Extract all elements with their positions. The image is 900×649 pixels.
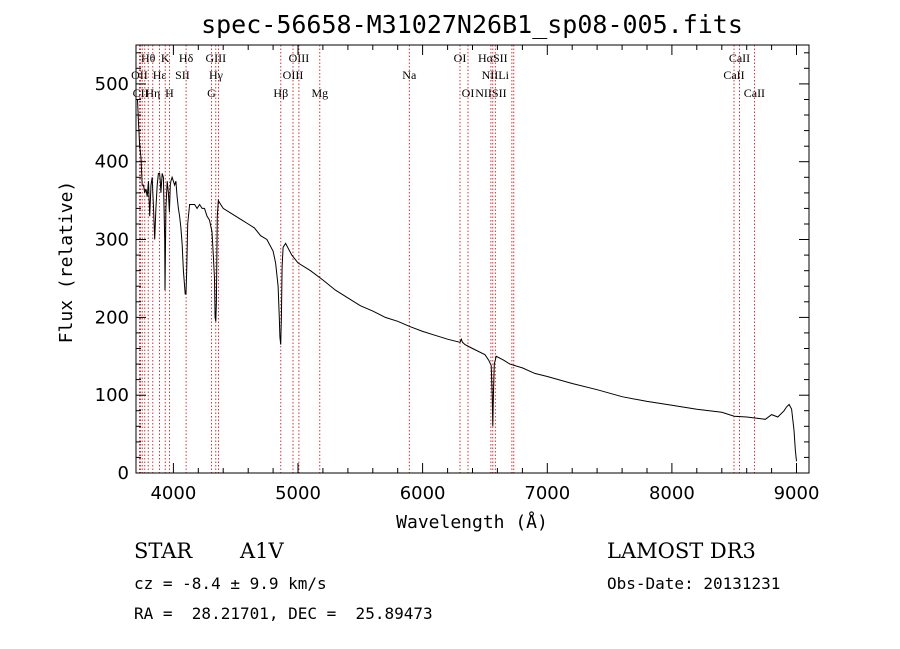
marker-label: Hη <box>145 86 160 100</box>
y-axis-label: Flux (relative) <box>56 181 77 344</box>
y-tick-label: 300 <box>95 230 129 251</box>
y-axis-ticks: 0 100 200 300 400 500 <box>95 52 809 484</box>
marker-label: Hθ <box>141 51 156 65</box>
marker-label: CII <box>133 86 149 100</box>
y-tick-label: 500 <box>95 74 129 95</box>
obs-date: Obs-Date: 20131231 <box>607 574 781 593</box>
spectral-subclass: A1V <box>240 539 284 563</box>
y-tick-label: 200 <box>95 307 129 328</box>
marker-label: CaII <box>729 51 750 65</box>
marker-label: GIII <box>205 51 226 65</box>
marker-label: OIII <box>283 68 304 82</box>
x-tick-label: 9000 <box>774 483 820 504</box>
marker-label: NIISII <box>475 86 506 100</box>
x-tick-label: 7000 <box>524 483 570 504</box>
object-class: STAR <box>134 539 193 563</box>
x-tick-label: 4000 <box>150 483 196 504</box>
y-tick-label: 100 <box>95 385 129 406</box>
marker-label: OI <box>462 86 475 100</box>
marker-label: CaII <box>723 68 744 82</box>
marker-label: Hβ <box>273 86 288 100</box>
spectral-line-markers <box>138 45 755 473</box>
marker-label: K <box>161 51 170 65</box>
survey-name: LAMOST DR3 <box>607 539 756 563</box>
marker-label: HαSII <box>478 51 508 65</box>
marker-label: Hε <box>153 68 167 82</box>
x-tick-label: 8000 <box>649 483 695 504</box>
marker-label: H <box>165 86 174 100</box>
redshift-value: cz = -8.4 ± 9.9 km/s <box>134 574 327 593</box>
marker-label: CaII <box>744 86 765 100</box>
x-axis-ticks: 4000 5000 6000 7000 8000 9000 <box>150 45 819 504</box>
marker-label: NIILi <box>482 68 510 82</box>
marker-label: G <box>207 86 216 100</box>
marker-label: OI <box>454 51 467 65</box>
plot-frame <box>135 44 810 474</box>
coordinates: RA = 28.21701, DEC = 25.89473 <box>134 604 433 623</box>
x-tick-label: 5000 <box>275 483 321 504</box>
marker-label: Hδ <box>179 51 194 65</box>
marker-label: Mg <box>311 86 328 100</box>
marker-label: Hγ <box>209 68 224 82</box>
chart-title: spec-56658-M31027N26B1_sp08-005.fits <box>201 10 743 39</box>
y-tick-label: 400 <box>95 152 129 173</box>
spectrum-line <box>137 99 797 462</box>
marker-label: SII <box>175 68 190 82</box>
x-tick-label: 6000 <box>400 483 446 504</box>
marker-label: OII <box>131 68 148 82</box>
x-axis-label: Wavelength (Å) <box>396 511 548 533</box>
y-tick-label: 0 <box>118 463 129 484</box>
marker-label: OIII <box>289 51 310 65</box>
marker-label: Na <box>402 68 417 82</box>
